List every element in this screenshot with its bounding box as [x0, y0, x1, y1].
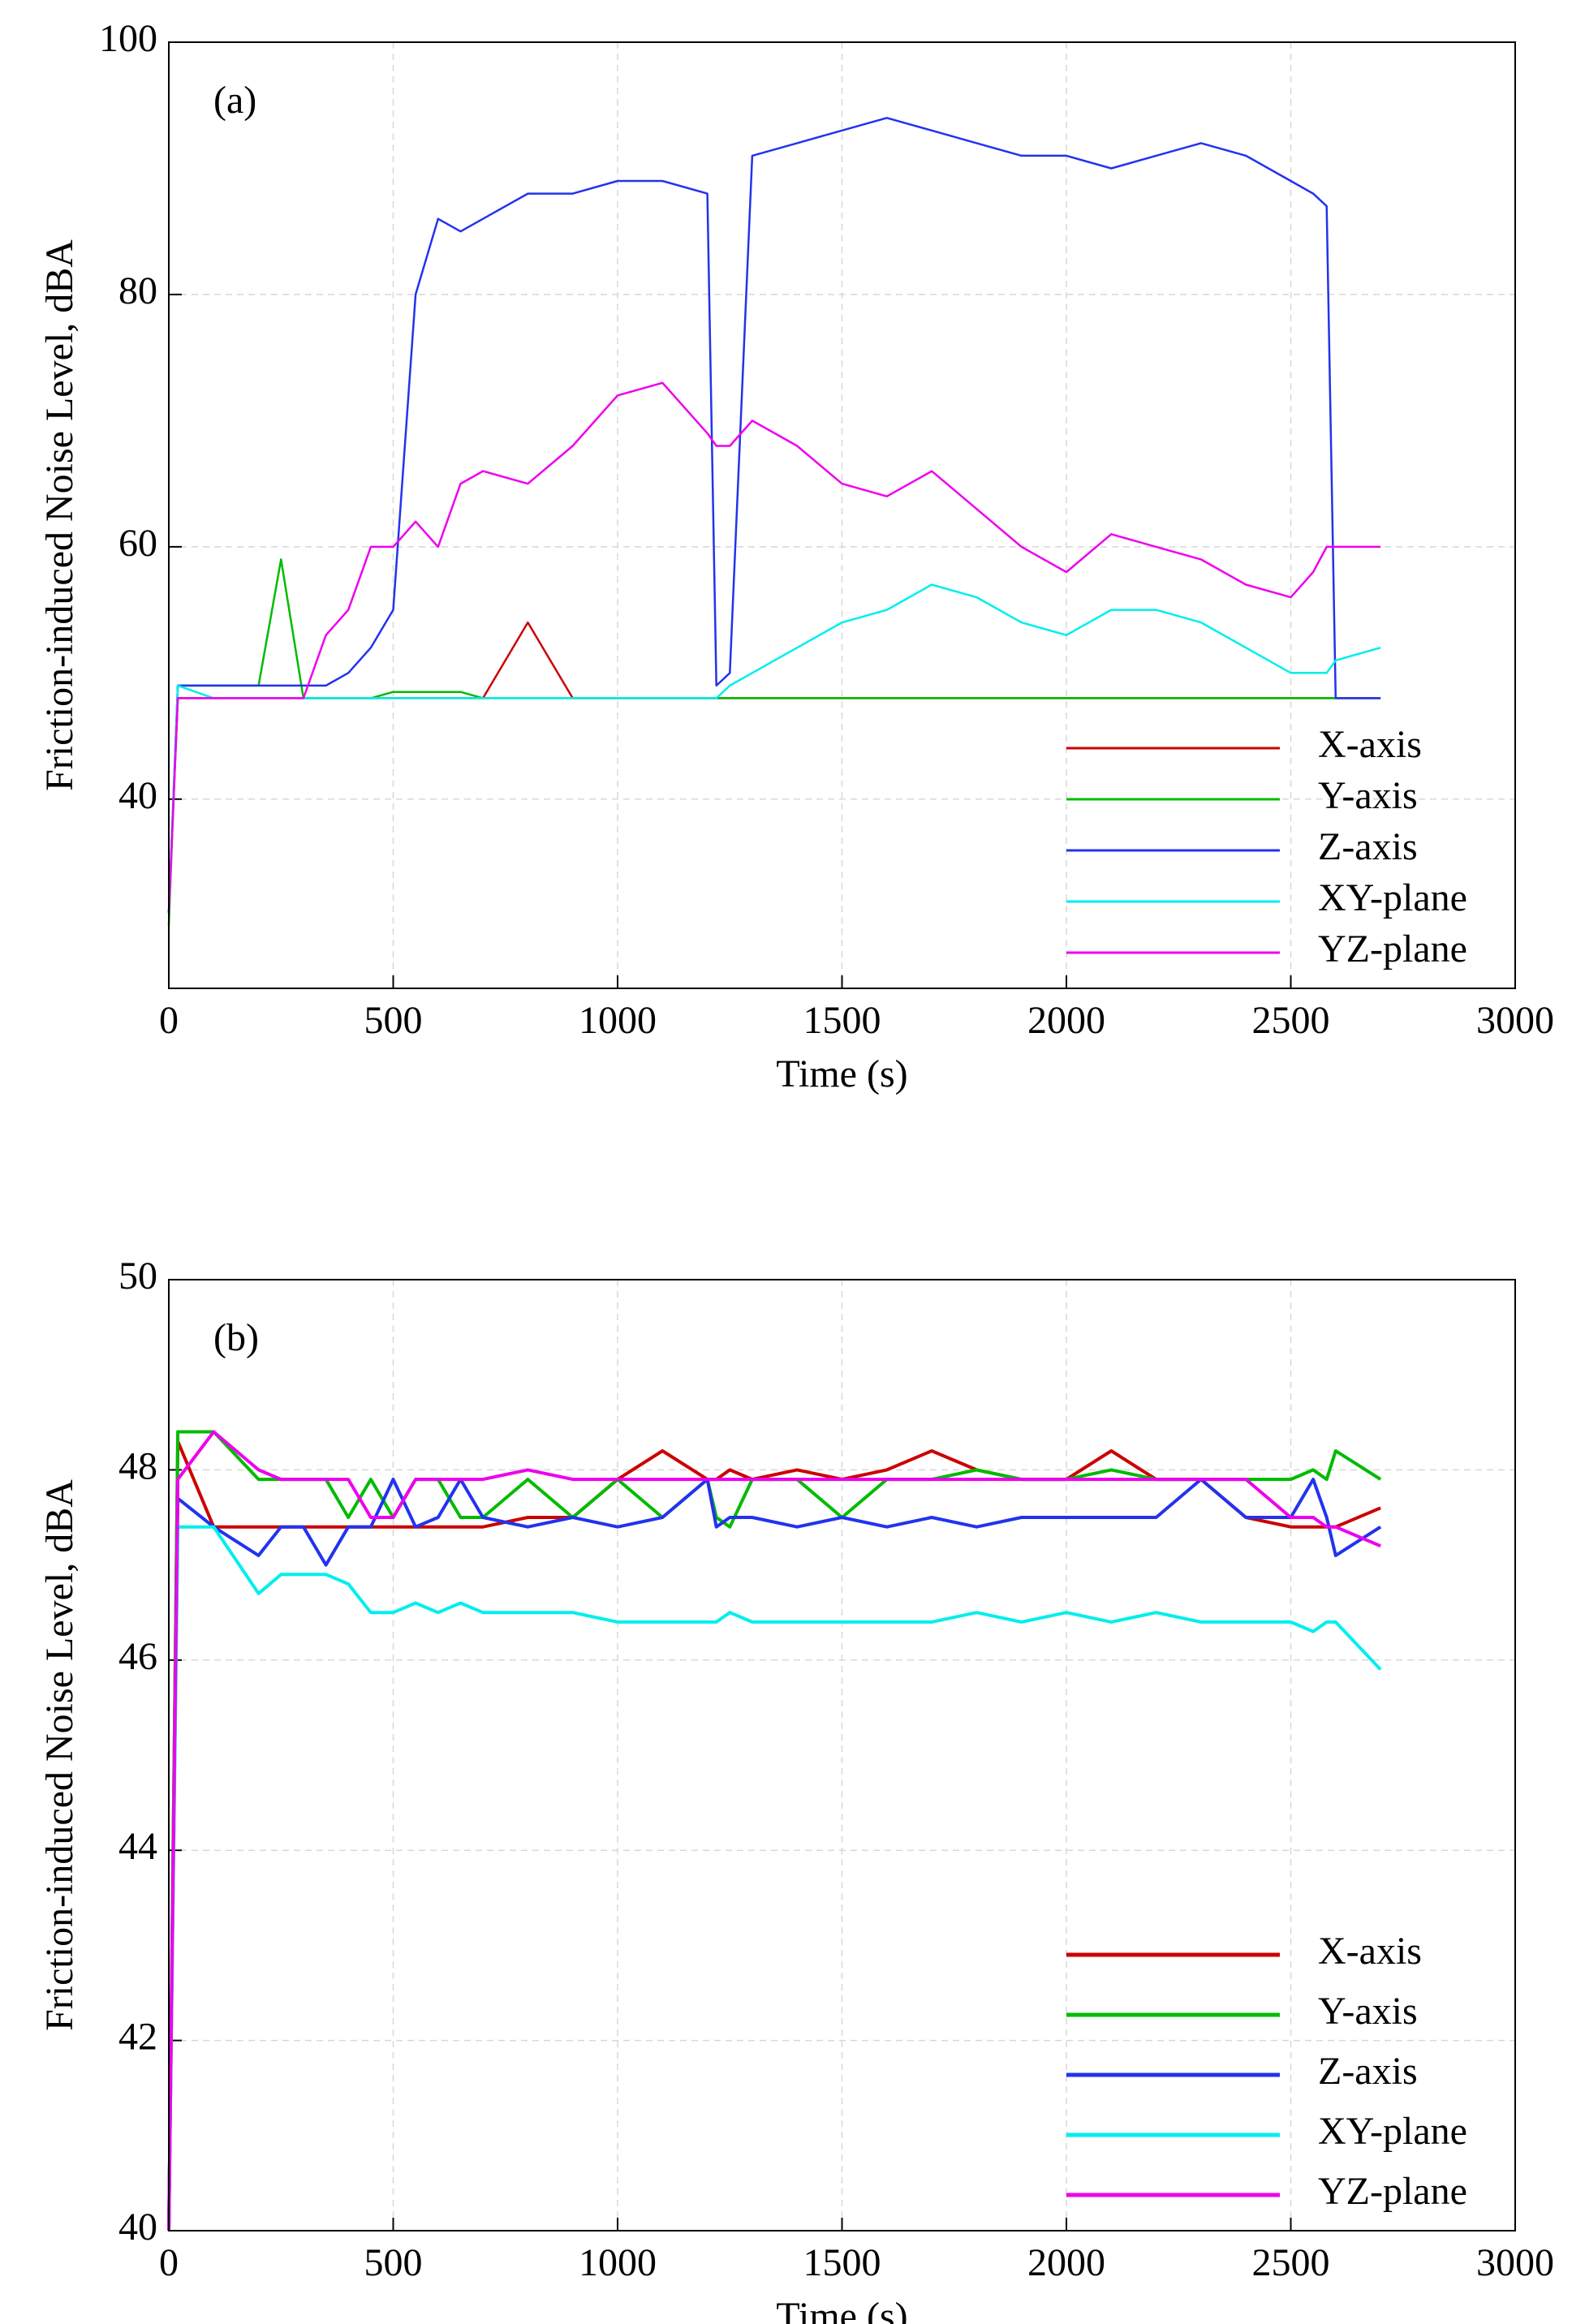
y-tick-label: 42 [118, 2016, 157, 2059]
x-tick-label: 0 [159, 999, 179, 1042]
x-tick-label: 1500 [803, 999, 881, 1042]
x-tick-label: 1000 [579, 2241, 657, 2284]
x-tick-label: 0 [159, 2241, 179, 2284]
legend-label: Y-axis [1318, 1990, 1418, 2033]
y-tick-label: 80 [118, 269, 157, 312]
data-line [167, 381, 1381, 913]
legend-label: Z-axis [1318, 2050, 1418, 2093]
plot-frame [168, 1279, 1516, 2231]
x-tick-label: 500 [364, 2241, 423, 2284]
x-tick-label: 1000 [579, 999, 657, 1042]
x-tick-label: 2500 [1252, 999, 1330, 1042]
data-line [167, 583, 1381, 913]
y-tick-label: 46 [118, 1635, 157, 1678]
plot-background [169, 1280, 1515, 2231]
legend-label: Z-axis [1318, 825, 1418, 868]
legend-label: Y-axis [1318, 774, 1418, 817]
y-axis-label: Friction-induced Noise Level, dBA [38, 239, 81, 791]
data-line [167, 1478, 1382, 2231]
x-tick-label: 3000 [1476, 999, 1554, 1042]
y-tick-label: 48 [118, 1444, 157, 1487]
x-tick-label: 500 [364, 999, 423, 1042]
legend-label: XY-plane [1318, 876, 1467, 919]
panel-label: (a) [213, 79, 256, 122]
legend-label: YZ-plane [1318, 2170, 1467, 2213]
legend-label: XY-plane [1318, 2110, 1467, 2153]
legend-label: X-axis [1318, 723, 1422, 766]
y-tick-label: 100 [99, 17, 157, 60]
y-tick-label: 60 [118, 522, 157, 565]
plot-frame [168, 41, 1516, 989]
y-tick-label: 44 [118, 1825, 157, 1868]
y-tick-label: 40 [118, 774, 157, 817]
x-tick-label: 3000 [1476, 2241, 1554, 2284]
panel-label: (b) [213, 1316, 259, 1359]
x-tick-label: 1500 [803, 2241, 881, 2284]
x-axis-label: Time (s) [776, 1052, 907, 1095]
x-tick-label: 2000 [1027, 2241, 1105, 2284]
x-tick-label: 2000 [1027, 999, 1105, 1042]
y-tick-label: 40 [118, 2206, 157, 2249]
y-tick-label: 50 [118, 1255, 157, 1298]
legend-label: YZ-plane [1318, 927, 1467, 970]
x-tick-label: 2500 [1252, 2241, 1330, 2284]
legend-label: X-axis [1318, 1930, 1422, 1973]
y-axis-label: Friction-induced Noise Level, dBA [38, 1479, 81, 2031]
x-axis-label: Time (s) [776, 2295, 907, 2324]
data-line [167, 1430, 1381, 2231]
data-line [167, 1525, 1382, 2231]
